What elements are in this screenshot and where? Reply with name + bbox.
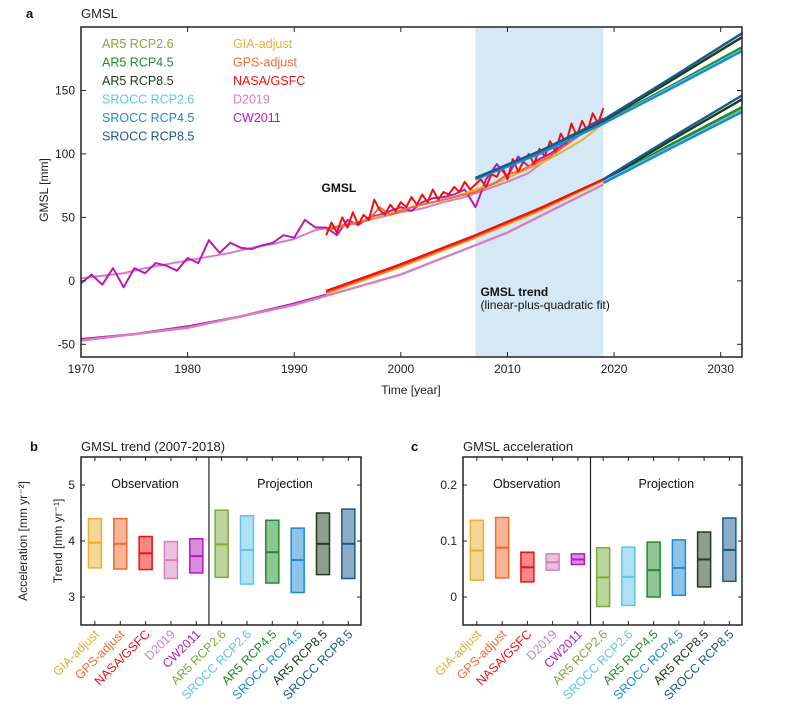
legend-entry: CW2011 [233,111,281,125]
x-tick-label: 2030 [707,362,734,376]
y-tick-label: 0 [68,274,75,288]
legend-entry: D2019 [233,93,270,107]
group-label-projection: Projection [638,477,694,491]
panel-b: 345 Observation ProjectionGIA-adjustGPS-ad… [50,456,362,702]
plot-frame [80,26,743,358]
x-tick-label: 1980 [174,362,201,376]
group-label-observation: Observation [111,477,178,491]
annotation-label: GMSL trend [480,285,548,299]
series-line-srocc-rcp8-5-gmsl [475,32,743,180]
x-tick-label: 2010 [494,362,521,376]
series-line-srocc-rcp4-5-trend [602,110,743,185]
legend-entry: SROCC RCP4.5 [102,111,194,125]
annotation-label: GMSL [322,181,357,195]
panel-a-xlabel: Time [year] [381,383,441,397]
panel-c-title: GMSL acceleration [463,439,573,454]
panel-a-series [80,32,743,342]
legend-entry: GIA-adjust [233,37,293,51]
panel-letter-b: b [30,439,38,454]
x-tick-label: 1990 [281,362,308,376]
series-line-cw2011-trend [80,293,327,341]
y-tick-label: 5 [68,478,75,492]
panel-letter-a: a [26,6,34,21]
legend-entry: SROCC RCP8.5 [102,130,194,144]
legend-entry: SROCC RCP2.6 [102,93,194,107]
series-line-srocc-rcp8-5-trend [602,94,743,181]
legend-entry: AR5 RCP2.6 [102,37,174,51]
panel-b-ylabel: Trend [mm yr⁻¹] [51,499,65,584]
panel-c: 00.10.2 Observation ProjectionGIA-adjustGP… [432,456,743,702]
y-tick-label: 100 [55,147,75,161]
panel-a-legend: AR5 RCP2.6 AR5 RCP4.5 AR5 RCP8.5 SROCC RCP2… [102,37,305,144]
y-tick-label: 50 [62,210,76,224]
series-line-gps-adjust [325,120,604,232]
series-line-nasa-gsfc-trend [325,178,604,293]
panel-b-title: GMSL trend (2007-2018) [81,439,225,454]
series-line-srocc-rcp4-5-gmsl [475,50,743,181]
y-tick-label: 0 [450,590,457,604]
y-tick-label: -50 [58,337,76,351]
y-tick-label: 150 [55,83,75,97]
series-line-gia-adjust [325,122,605,232]
y-tick-label: 0.1 [440,534,457,548]
x-tick-label: 2000 [387,362,414,376]
y-tick-label: 4 [68,534,75,548]
x-tick-label: 1970 [68,362,95,376]
y-tick-label: 3 [68,590,75,604]
series-line-d2019-trend [80,183,604,342]
legend-entry: NASA/GSFC [233,74,305,88]
legend-entry: AR5 RCP8.5 [102,74,174,88]
legend-entry: GPS-adjust [233,56,297,70]
panel-letter-c: c [411,439,418,454]
series-line-ar5-rcp8-5-trend [602,98,743,182]
panel-a-title: GMSL [81,6,118,21]
legend-entry: AR5 RCP4.5 [102,56,174,70]
x-tick-label: 2020 [601,362,628,376]
annotation-label: (linear-plus-quadratic fit) [480,298,609,312]
y-tick-label: 0.2 [440,478,457,492]
panel-c-ylabel: Acceleration [mm yr⁻²] [16,481,30,601]
group-label-observation: Observation [493,477,560,491]
panel-a-axes: 1970 1980 1990 2000 2010 2020 2030 -50 0 50 100 150 [55,26,743,376]
group-label-projection: Projection [257,477,313,491]
panel-a-ylabel: GMSL [mm] [37,158,51,222]
panel-a-annotations: GMSL GMSL trend(linear-plus-quadratic fit… [322,181,610,312]
